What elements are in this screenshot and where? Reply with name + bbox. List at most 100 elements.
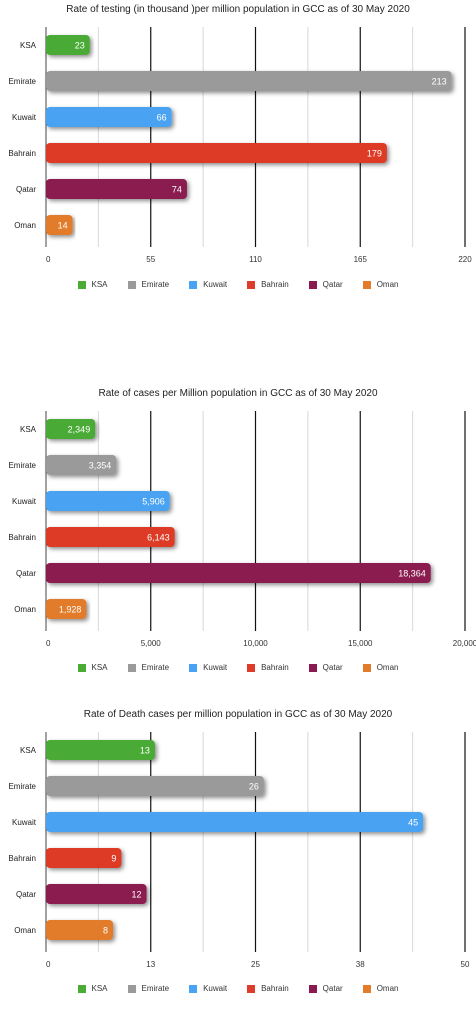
legend-label: Emirate (141, 663, 170, 672)
bar (46, 107, 172, 127)
bar (46, 455, 117, 475)
x-tick-label: 5,000 (141, 639, 162, 648)
legend-label: Emirate (141, 984, 170, 993)
chart-title: Rate of cases per Million population in … (98, 388, 378, 399)
data-label: 66 (157, 113, 167, 123)
legend-label: Bahrain (261, 280, 289, 289)
bar (46, 776, 264, 796)
bar (46, 563, 431, 583)
data-label: 3,354 (89, 461, 112, 471)
legend-item: Kuwait (189, 984, 227, 993)
x-tick-label: 0 (46, 255, 51, 264)
legend-label: KSA (91, 984, 108, 993)
data-label: 2,349 (68, 425, 91, 435)
legend-item: Oman (362, 663, 399, 672)
data-label: 14 (58, 221, 68, 231)
bar (46, 812, 424, 832)
category-label: Qatar (16, 185, 36, 194)
legend-swatch (362, 280, 371, 289)
legend-label: Qatar (322, 984, 343, 993)
legend-item: Oman (362, 984, 398, 993)
legend-label: Qatar (322, 280, 343, 289)
x-tick-label: 13 (146, 960, 155, 969)
data-label: 8 (103, 926, 108, 936)
category-label: Kuwait (12, 113, 37, 122)
chart-legend: KSA Emirate Kuwait Bahrain Qatar Oman (0, 663, 476, 672)
legend-swatch (127, 663, 136, 672)
bar (46, 527, 175, 547)
data-label: 18,364 (398, 569, 426, 579)
legend-label: Bahrain (261, 984, 289, 993)
bar (46, 599, 87, 619)
chart-plot: 0 13 25 38 50 KSA 13 Emirate 26 Kuwait 45 Bahrain 9 Q… (8, 732, 470, 969)
x-tick-label: 15,000 (348, 639, 373, 648)
category-label: Kuwait (12, 497, 37, 506)
category-label: Qatar (16, 890, 36, 899)
data-label: 26 (249, 782, 259, 792)
legend-label: KSA (91, 663, 108, 672)
x-tick-label: 38 (356, 960, 365, 969)
legend-item: Emirate (127, 280, 169, 289)
data-label: 13 (140, 746, 150, 756)
bar (46, 884, 147, 904)
data-label: 74 (172, 185, 182, 195)
category-label: Oman (14, 221, 36, 230)
category-label: Emirate (8, 77, 36, 86)
data-label: 45 (408, 818, 418, 828)
legend-item: KSA (77, 280, 108, 289)
data-label: 23 (75, 41, 85, 51)
legend-swatch (362, 663, 371, 672)
legend-label: Bahrain (261, 663, 289, 672)
data-label: 9 (111, 854, 116, 864)
x-tick-label: 50 (461, 960, 470, 969)
data-label: 6,143 (147, 533, 170, 543)
legend-item: Qatar (308, 280, 343, 289)
x-tick-label: 10,000 (243, 639, 268, 648)
bar (46, 179, 187, 199)
bar (46, 491, 170, 511)
chart-panel-cases: Rate of cases per Million population in … (0, 384, 476, 684)
data-label: 179 (367, 149, 382, 159)
category-label: KSA (20, 425, 37, 434)
x-tick-label: 55 (146, 255, 155, 264)
category-label: Bahrain (8, 149, 36, 158)
legend-item: Kuwait (189, 280, 227, 289)
legend-item: KSA (77, 663, 108, 672)
x-tick-label: 165 (354, 255, 368, 264)
legend-label: Kuwait (203, 663, 228, 672)
chart-panel-testing: Rate of testing (in thousand )per millio… (0, 0, 476, 300)
legend-label: KSA (91, 280, 108, 289)
bar (46, 419, 96, 439)
x-tick-label: 20,000 (453, 639, 476, 648)
legend-label: Kuwait (203, 280, 228, 289)
bar (46, 848, 122, 868)
legend-item: Qatar (308, 663, 343, 672)
category-label: KSA (20, 746, 37, 755)
legend-item: Bahrain (247, 280, 289, 289)
legend-swatch (77, 280, 86, 289)
x-tick-label: 25 (251, 960, 260, 969)
legend-item: KSA (77, 984, 108, 993)
legend-swatch (308, 280, 317, 289)
category-label: Oman (14, 926, 36, 935)
category-label: Emirate (8, 782, 36, 791)
legend-swatch (189, 984, 198, 993)
legend-item: Emirate (127, 984, 170, 993)
legend-swatch (77, 984, 86, 993)
category-label: Kuwait (12, 818, 37, 827)
bar (46, 143, 387, 163)
legend-item: Bahrain (247, 984, 289, 993)
category-label: KSA (20, 41, 37, 50)
legend-swatch (127, 280, 136, 289)
legend-swatch (247, 663, 256, 672)
legend-label: Kuwait (203, 984, 228, 993)
legend-label: Oman (376, 663, 399, 672)
data-label: 213 (432, 77, 447, 87)
bar (46, 920, 114, 940)
legend-swatch (362, 984, 371, 993)
category-label: Bahrain (8, 854, 36, 863)
bar (46, 215, 73, 235)
legend-swatch (247, 984, 256, 993)
chart-panel-deaths: Rate of Death cases per million populati… (0, 705, 476, 1005)
bar (46, 71, 452, 91)
